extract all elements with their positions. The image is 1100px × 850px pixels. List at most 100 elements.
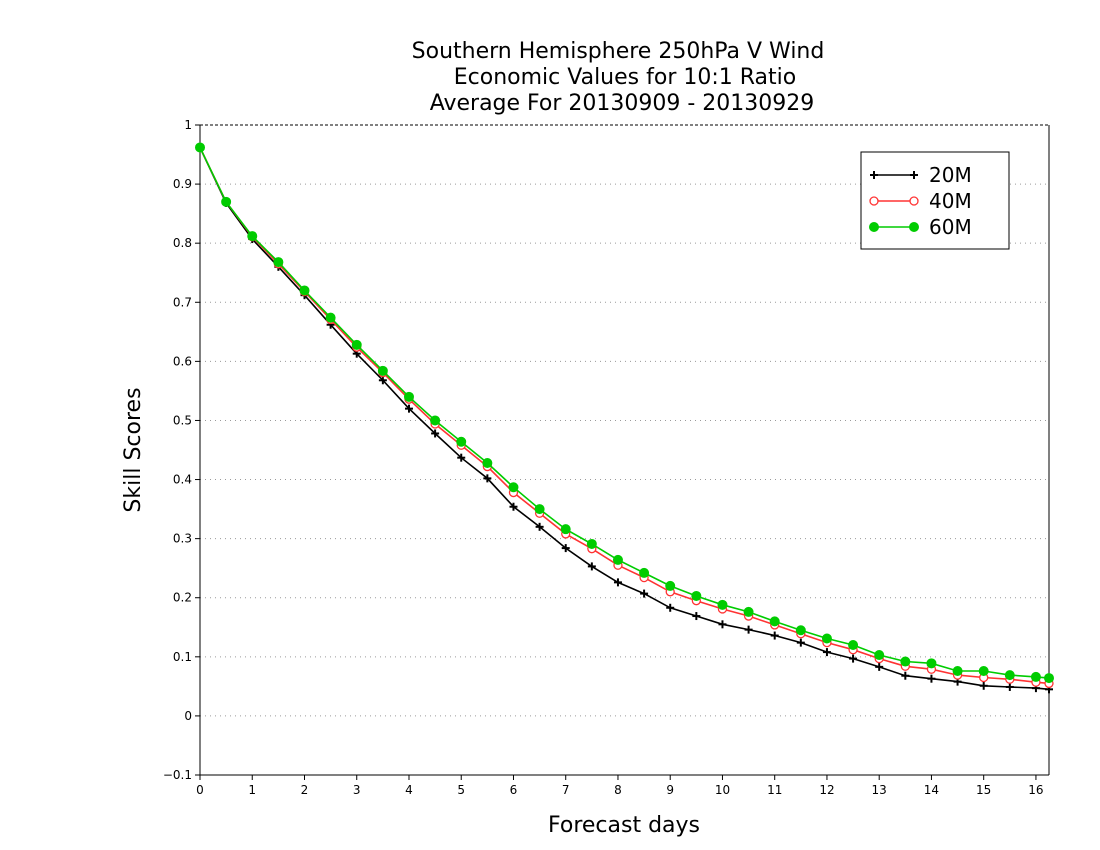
- data-point-60m: [221, 196, 232, 207]
- data-point-20m: [587, 562, 596, 571]
- y-axis: −0.1 0 0.1 0.2 0.3 0.4 0.5 0.6 0.7 0.8 0.9 1: [163, 118, 200, 782]
- gridlines: [200, 183, 1049, 717]
- x-tick-label: 14: [924, 783, 939, 797]
- series-line-20m: [199, 147, 1050, 691]
- x-tick-label: 1: [248, 783, 256, 797]
- legend-label: 60M: [929, 215, 972, 239]
- data-point-60m: [273, 257, 284, 268]
- legend-marker: [909, 222, 919, 232]
- data-point-60m: [769, 616, 780, 627]
- data-point-60m: [612, 554, 623, 565]
- legend-marker: [910, 171, 918, 179]
- y-tick-label: 0.9: [173, 177, 192, 191]
- data-point-60m: [351, 339, 362, 350]
- data-point-60m: [900, 656, 911, 667]
- x-tick-label: 7: [562, 783, 570, 797]
- data-point-60m: [848, 640, 859, 650]
- data-point-60m: [743, 606, 754, 617]
- data-point-20m: [509, 502, 518, 511]
- data-point-20m: [640, 589, 649, 598]
- legend-label: 40M: [929, 189, 972, 213]
- y-tick-label: 1: [184, 118, 192, 132]
- data-point-20m: [561, 544, 570, 553]
- data-point-20m: [927, 674, 936, 683]
- data-point-60m: [795, 625, 806, 636]
- data-point-20m: [483, 474, 492, 483]
- data-point-60m: [403, 391, 414, 402]
- data-point-20m: [692, 612, 701, 621]
- data-point-20m: [770, 631, 779, 640]
- x-tick-label: 4: [405, 783, 413, 797]
- x-axis-label: Forecast days: [548, 813, 700, 838]
- legend-marker: [869, 196, 879, 206]
- series-line-40m: [199, 147, 1050, 685]
- x-tick-label: 0: [196, 783, 204, 797]
- data-point-20m: [666, 603, 675, 612]
- legend-label: 20M: [929, 163, 972, 187]
- series-60m: [195, 142, 1054, 684]
- legend-marker: [870, 171, 878, 179]
- data-point-60m: [639, 567, 650, 578]
- y-axis-label: Skill Scores: [121, 387, 146, 512]
- y-tick-label: 0: [184, 709, 192, 723]
- data-point-20m: [378, 376, 387, 385]
- y-tick-label: −0.1: [163, 768, 192, 782]
- data-point-60m: [978, 666, 989, 676]
- data-point-60m: [456, 436, 467, 447]
- data-point-60m: [508, 482, 519, 493]
- legend-entry-20m: 20M: [870, 163, 972, 187]
- data-point-60m: [821, 633, 832, 644]
- series-line-60m: [199, 147, 1050, 679]
- title-line-1: Southern Hemisphere 250hPa V Wind: [412, 39, 825, 64]
- series-lines: [195, 142, 1054, 694]
- x-axis: 0 1 2 3 4 5 6 7 8 9 10 11 12 13 14 15 16: [196, 775, 1044, 797]
- data-point-60m: [534, 504, 545, 515]
- data-point-60m: [586, 538, 597, 549]
- legend-entry-60m: 60M: [869, 215, 972, 239]
- data-point-60m: [482, 458, 493, 468]
- y-tick-label: 0.7: [173, 295, 192, 309]
- data-point-20m: [613, 578, 622, 587]
- data-point-60m: [665, 580, 676, 591]
- title-line-2: Economic Values for 10:1 Ratio: [454, 65, 796, 90]
- x-tick-label: 11: [767, 783, 782, 797]
- data-point-60m: [195, 142, 205, 153]
- data-point-60m: [560, 524, 571, 535]
- data-point-20m: [431, 429, 440, 438]
- x-tick-label: 3: [353, 783, 361, 797]
- data-point-60m: [430, 415, 441, 426]
- data-point-60m: [325, 312, 336, 323]
- x-tick-label: 15: [976, 783, 991, 797]
- x-tick-label: 13: [872, 783, 887, 797]
- title-line-3: Average For 20130909 - 20130929: [430, 91, 815, 116]
- y-tick-label: 0.8: [173, 236, 192, 250]
- y-tick-label: 0.1: [173, 650, 192, 664]
- data-point-60m: [952, 666, 963, 676]
- x-tick-label: 6: [510, 783, 518, 797]
- data-point-20m: [1005, 682, 1014, 691]
- data-point-20m: [404, 404, 413, 413]
- data-point-20m: [796, 638, 805, 647]
- data-point-60m: [247, 231, 258, 242]
- data-point-20m: [744, 625, 753, 634]
- plot-frame: [199, 124, 1050, 776]
- data-point-20m: [849, 654, 858, 663]
- legend-entry-40m: 40M: [869, 189, 972, 213]
- x-tick-label: 2: [301, 783, 309, 797]
- legend-marker: [909, 196, 919, 206]
- legend-marker: [869, 222, 879, 232]
- data-point-60m: [299, 285, 310, 296]
- data-point-20m: [901, 671, 910, 680]
- x-tick-label: 9: [666, 783, 674, 797]
- y-tick-label: 0.3: [173, 532, 192, 546]
- chart-title: Southern Hemisphere 250hPa V Wind Econom…: [412, 39, 825, 116]
- data-point-60m: [691, 590, 702, 601]
- data-point-20m: [535, 522, 544, 531]
- data-point-20m: [822, 648, 831, 657]
- x-tick-label: 5: [457, 783, 465, 797]
- x-tick-label: 16: [1028, 783, 1043, 797]
- data-point-60m: [717, 599, 728, 610]
- data-point-20m: [457, 453, 466, 462]
